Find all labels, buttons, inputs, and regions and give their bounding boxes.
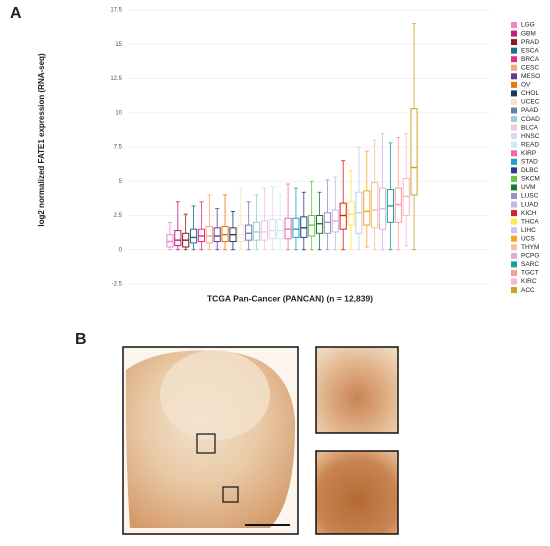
legend-swatch: [511, 47, 517, 54]
legend-label: COAD: [521, 116, 540, 123]
box: [237, 224, 245, 243]
legend-swatch: [511, 167, 517, 174]
legend-label: UVM: [521, 184, 535, 191]
box: [189, 228, 198, 244]
legend-swatch: [511, 73, 517, 80]
legend-label: UCEC: [521, 99, 540, 106]
legend-swatch: [511, 287, 517, 294]
box: [292, 217, 300, 238]
legend-swatch: [511, 227, 517, 234]
y-tick-label: -2.5: [112, 282, 123, 288]
legend-label: LUAD: [521, 201, 539, 208]
legend-swatch: [511, 201, 517, 208]
panel-label: B: [75, 331, 87, 348]
legend-swatch: [511, 56, 517, 63]
legend-swatch: [511, 218, 517, 225]
box: [174, 230, 182, 247]
plot: -2.5 0 2.5 5 7.5 10 12.5 15 17.5: [110, 8, 490, 288]
legend-label: THCA: [521, 218, 539, 225]
legend-label: KICH: [521, 210, 537, 217]
legend-swatch: [511, 175, 517, 182]
legend-label: ESCA: [521, 47, 539, 54]
legend-swatch: [511, 150, 517, 157]
box: [213, 227, 221, 243]
legend-label: CESC: [521, 64, 539, 71]
legend-label: BLCA: [521, 124, 539, 131]
legend-label: PAAD: [521, 107, 539, 114]
legend-label: LIHC: [521, 227, 536, 234]
legend-label: SARC: [521, 261, 539, 268]
legend-label: PRAD: [521, 39, 539, 46]
legend-swatch: [511, 252, 517, 259]
legend-swatch: [511, 98, 517, 105]
legend-swatch: [511, 244, 517, 251]
legend-label: BRCA: [521, 56, 540, 63]
legend-swatch: [511, 210, 517, 217]
tissue-region: [160, 350, 270, 440]
box: [268, 219, 276, 240]
legend-swatch: [511, 116, 517, 123]
x-axis-label: TCGA Pan-Cancer (PANCAN) (n = 12,839): [207, 293, 373, 303]
legend-swatch: [511, 81, 517, 88]
legend-label: CHOL: [521, 90, 539, 97]
legend-label: SKCM: [521, 176, 540, 183]
legend-label: KIRC: [521, 278, 537, 285]
y-tick-label: 17.5: [110, 8, 122, 14]
legend-label: DLBC: [521, 167, 539, 174]
legend-swatch: [511, 124, 517, 131]
legend-swatch: [511, 30, 517, 37]
legend-swatch: [511, 193, 517, 199]
box: [260, 220, 269, 241]
legend-label: HNSC: [521, 133, 540, 140]
legend-label: OV: [521, 82, 531, 89]
legend-swatch: [511, 133, 517, 140]
zoom-image: [315, 346, 399, 434]
legend-swatch: [511, 22, 517, 28]
legend-swatch: [511, 64, 517, 71]
legend-label: LUSC: [521, 193, 539, 200]
legend-swatch: [511, 158, 517, 165]
zoom-box: [196, 433, 216, 454]
box: [371, 182, 379, 229]
y-tick-label: 12.5: [110, 76, 122, 82]
histology-images: [122, 346, 399, 535]
box: [276, 219, 284, 240]
zoom-box: [222, 486, 239, 503]
legend-label: MESO: [521, 73, 540, 80]
y-tick-label: 0: [119, 247, 123, 253]
legend-swatch: [511, 235, 517, 242]
y-tick-label: 10: [115, 110, 122, 116]
legend-swatch: [511, 90, 517, 97]
legend-label: STAD: [521, 159, 538, 166]
legend-swatch: [511, 184, 517, 191]
legend-label: READ: [521, 141, 539, 148]
legend-swatch: [511, 261, 517, 268]
panel-label: A: [10, 5, 22, 22]
box: [363, 190, 371, 226]
y-tick-label: 15: [115, 42, 122, 48]
box: [410, 108, 418, 196]
y-axis-label: log2 normalized FATE1 expression (RNA-se…: [37, 53, 46, 227]
legend-label: THYM: [521, 244, 539, 251]
zoom-image: [315, 450, 399, 535]
legend-label: KIRP: [521, 150, 536, 157]
legend-swatch: [511, 107, 517, 114]
box: [205, 225, 213, 244]
legend-label: PCPG: [521, 253, 539, 260]
y-tick-label: 2.5: [114, 213, 123, 219]
legend-label: UCS: [521, 235, 535, 242]
legend-swatch: [511, 269, 517, 276]
legend-label: LGG: [521, 22, 535, 29]
y-tick-label: 5: [119, 179, 123, 185]
legend-label: TGCT: [521, 270, 539, 277]
legend-label: GBM: [521, 30, 536, 37]
legend-swatch: [511, 141, 517, 148]
legend-swatch: [511, 278, 517, 285]
legend-label: ACC: [521, 287, 535, 294]
y-tick-label: 7.5: [114, 145, 123, 151]
legend-swatch: [511, 39, 517, 46]
